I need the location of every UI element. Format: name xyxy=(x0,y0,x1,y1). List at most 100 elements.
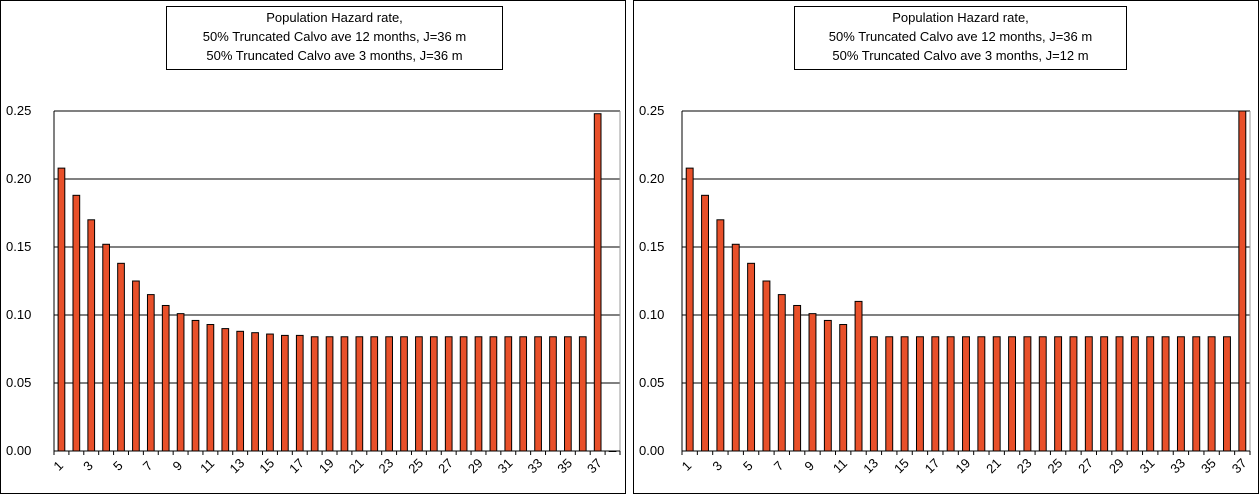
legend-line-3: 50% Truncated Calvo ave 3 months, J=36 m xyxy=(206,48,463,63)
bar xyxy=(854,300,863,452)
bar xyxy=(281,334,289,452)
bar xyxy=(310,336,319,452)
right-chart-panel: Population Hazard rate, 50% Truncated Ca… xyxy=(633,0,1259,494)
bar xyxy=(549,336,557,452)
bar xyxy=(1023,336,1032,452)
x-tick-label: 5 xyxy=(740,458,756,474)
bar xyxy=(946,336,955,452)
bar xyxy=(340,336,349,452)
bar xyxy=(793,304,802,452)
x-tick-label: 37 xyxy=(1229,455,1250,476)
bar xyxy=(762,280,771,452)
bar xyxy=(176,313,185,452)
bar xyxy=(900,336,909,452)
bar xyxy=(977,336,986,452)
bar xyxy=(504,336,513,452)
bar xyxy=(474,336,483,452)
bar xyxy=(885,336,894,452)
x-tick-label: 7 xyxy=(771,458,787,474)
legend-line-1: Population Hazard rate, xyxy=(892,10,1029,25)
bar xyxy=(915,336,924,452)
legend-line-2: 50% Truncated Calvo ave 12 months, J=36 … xyxy=(202,29,467,44)
bar xyxy=(72,194,81,452)
bar xyxy=(992,336,1001,452)
x-tick-label: 35 xyxy=(554,455,575,476)
bar xyxy=(519,336,528,452)
bar xyxy=(251,332,259,452)
bar xyxy=(161,304,170,452)
bar xyxy=(459,336,468,452)
bar xyxy=(206,324,215,452)
x-tick-label: 15 xyxy=(891,455,912,476)
bar xyxy=(747,262,756,452)
x-tick-label: 21 xyxy=(983,455,1004,476)
x-tick-label: 13 xyxy=(227,455,248,476)
y-tick-label: 0.10 xyxy=(6,307,31,322)
bar xyxy=(962,336,970,452)
y-tick-label: 0.20 xyxy=(6,171,31,186)
bar xyxy=(869,336,878,452)
x-tick-label: 9 xyxy=(170,458,186,474)
left-chart-panel: Population Hazard rate, 50% Truncated Ca… xyxy=(0,0,626,494)
bar xyxy=(1207,336,1216,452)
bar xyxy=(931,336,940,452)
x-tick-label: 3 xyxy=(709,458,725,474)
x-tick-label: 37 xyxy=(584,455,605,476)
bar xyxy=(325,336,334,452)
bar xyxy=(1192,336,1201,452)
bar xyxy=(839,324,848,452)
bar-chart: 0.000.050.100.150.200.251 3 5 7 9 11 13 15 17 19 2… xyxy=(0,0,626,494)
x-tick-label: 33 xyxy=(524,455,545,476)
x-tick-label: 1 xyxy=(50,458,66,474)
bar xyxy=(117,262,125,452)
x-tick-label: 15 xyxy=(256,455,277,476)
x-tick-label: 11 xyxy=(830,456,850,476)
bar xyxy=(489,336,498,452)
bar xyxy=(415,336,423,452)
bar xyxy=(808,313,817,452)
bar xyxy=(823,319,832,452)
bar xyxy=(87,219,96,452)
y-tick-label: 0.25 xyxy=(639,103,664,118)
bar xyxy=(102,243,110,452)
bar xyxy=(1069,336,1078,452)
x-tick-label: 5 xyxy=(110,458,126,474)
x-tick-label: 29 xyxy=(465,455,486,476)
bar xyxy=(1008,336,1017,452)
x-tick-label: 19 xyxy=(952,455,973,476)
y-tick-label: 0.05 xyxy=(6,375,31,390)
y-tick-label: 0.15 xyxy=(6,239,31,254)
bar xyxy=(731,243,740,452)
x-tick-label: 31 xyxy=(1137,455,1158,476)
y-tick-label: 0.25 xyxy=(6,103,31,118)
legend-line-1: Population Hazard rate, xyxy=(266,10,403,25)
bar xyxy=(444,336,453,452)
bar xyxy=(534,336,542,452)
x-tick-label: 11 xyxy=(197,456,217,476)
x-tick-label: 7 xyxy=(140,458,156,474)
x-tick-label: 25 xyxy=(405,455,426,476)
bar xyxy=(355,336,364,452)
bar xyxy=(132,280,140,452)
bar xyxy=(685,167,694,452)
x-tick-label: 3 xyxy=(80,458,96,474)
bar xyxy=(400,336,408,452)
x-tick-label: 1 xyxy=(679,458,695,474)
bar xyxy=(578,336,587,452)
bar xyxy=(370,336,379,452)
x-tick-label: 29 xyxy=(1106,455,1127,476)
bar xyxy=(266,333,274,452)
bar xyxy=(1161,336,1170,452)
bar xyxy=(1223,336,1231,452)
bar xyxy=(1130,336,1139,452)
bar xyxy=(564,336,572,452)
x-tick-label: 23 xyxy=(376,455,397,476)
y-tick-label: 0.05 xyxy=(639,375,664,390)
bar xyxy=(1100,336,1109,452)
y-tick-label: 0.15 xyxy=(639,239,664,254)
bar xyxy=(385,336,393,452)
x-tick-label: 27 xyxy=(1075,455,1096,476)
legend-box: Population Hazard rate, 50% Truncated Ca… xyxy=(166,6,503,70)
y-tick-label: 0.20 xyxy=(639,171,664,186)
bar xyxy=(1115,336,1124,452)
